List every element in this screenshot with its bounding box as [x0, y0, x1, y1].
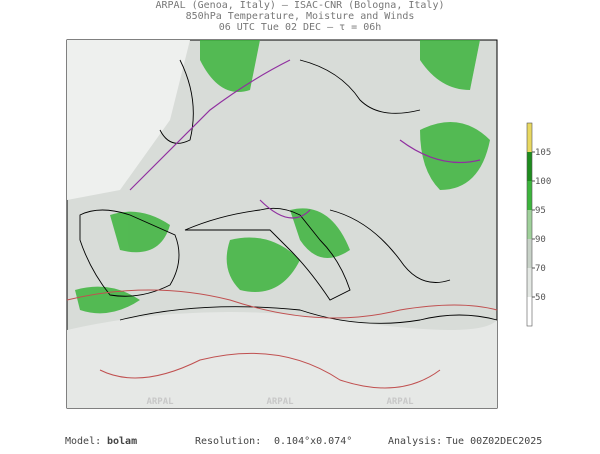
colorbar-tick-label: 70: [535, 264, 546, 274]
colorbar-band: [527, 123, 532, 152]
colorbar-band: [527, 210, 532, 239]
map: ARPAL ARPAL ARPAL: [66, 39, 498, 409]
header-line: 06 UTC Tue 02 DEC — τ = 06h: [219, 22, 382, 33]
footer-label: Analysis:: [388, 436, 442, 447]
coastlines: [79, 59, 498, 324]
temperature-contours: [129, 59, 481, 219]
footer-value: bolam: [107, 436, 137, 447]
header-line: ARPAL (Genoa, Italy) — ISAC-CNR (Bologna…: [156, 0, 445, 11]
colorbar-band: [527, 297, 532, 326]
colorbar-tick-label: 105: [535, 148, 551, 158]
temperature-contours: [66, 289, 498, 389]
watermark: ARPAL: [386, 397, 414, 407]
footer-label: Resolution:: [195, 436, 261, 447]
watermark: ARPAL: [146, 397, 174, 407]
footer-value: 0.104°x0.074°: [274, 436, 352, 447]
footer-label: Model:: [65, 436, 101, 447]
colorbar-tick-label: 90: [535, 235, 546, 245]
sea-area: [67, 40, 190, 200]
colorbar-band: [527, 268, 532, 297]
colorbar-band: [527, 239, 532, 268]
colorbar: 50 70 90 95 100 105: [526, 122, 551, 327]
watermark: ARPAL: [266, 397, 294, 407]
colorbar-tick-label: 100: [535, 177, 551, 187]
colorbar-tick-label: 50: [535, 293, 546, 303]
header-line: 850hPa Temperature, Moisture and Winds: [186, 11, 415, 22]
land-area: [67, 312, 497, 408]
footer-value: Tue 00Z02DEC2025: [446, 436, 542, 447]
colorbar-band: [527, 181, 532, 210]
colorbar-tick-label: 95: [535, 206, 546, 216]
colorbar-band: [527, 152, 532, 181]
colorbar-frame: [526, 122, 533, 327]
